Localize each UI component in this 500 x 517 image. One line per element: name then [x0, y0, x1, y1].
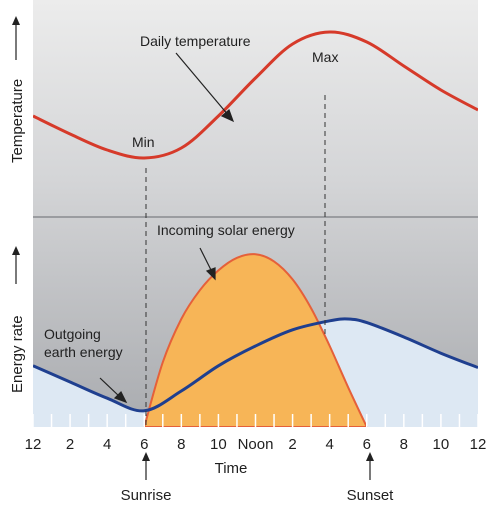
sunrise-arrow-head: [142, 452, 150, 461]
solar-leader: [199, 247, 213, 273]
outgoing-label-line1: Outgoing: [44, 326, 101, 342]
incoming-solar-energy-area: [143, 253, 368, 427]
x-tick-label: 8: [177, 436, 185, 453]
outgoing-leader-arrowhead: [113, 390, 128, 404]
sunrise-label: Sunrise: [121, 487, 172, 504]
solar-leader-arrowhead: [205, 267, 216, 281]
sunset-arrow-head: [366, 452, 374, 461]
y-axis-bottom: Energy rate: [9, 246, 26, 393]
daily-temperature-label: Daily temperature: [140, 33, 251, 49]
max-label: Max: [312, 49, 338, 65]
annotation-leaders: [99, 52, 235, 404]
x-tick-label: 4: [103, 436, 111, 453]
incoming-solar-energy-label: Incoming solar energy: [157, 222, 295, 238]
x-tick-labels: 12 2 4 6 8 10 Noon 2 4 6 8 10 12: [25, 436, 487, 453]
y-axis-arrow-top-head: [12, 16, 20, 25]
x-tick-label: Noon: [238, 436, 274, 453]
x-axis-title: Time: [215, 460, 248, 477]
y-axis-arrow-bottom-head: [12, 246, 20, 255]
sunset-label: Sunset: [347, 487, 395, 504]
outgoing-earth-energy-line: [33, 317, 478, 413]
y-axis-title-energy-rate: Energy rate: [9, 315, 26, 393]
sunrise-marker: Sunrise: [121, 452, 172, 504]
x-tick-marks: [32, 414, 479, 427]
x-tick-label: 12: [25, 436, 42, 453]
x-tick-label: 8: [400, 436, 408, 453]
min-label: Min: [132, 134, 155, 150]
outgoing-leader: [99, 377, 121, 398]
y-axis-top: Temperature: [9, 16, 26, 163]
x-tick-label: 2: [66, 436, 74, 453]
outgoing-label-line2: earth energy: [44, 344, 123, 360]
x-tick-label: 4: [326, 436, 334, 453]
x-tick-label: 12: [470, 436, 487, 453]
x-tick-label: 10: [210, 436, 227, 453]
x-tick-label: 10: [433, 436, 450, 453]
daily-temperature-line: [33, 30, 478, 160]
temp-leader-arrowhead: [220, 108, 235, 123]
x-tick-label: 6: [363, 436, 371, 453]
temp-leader: [175, 52, 230, 117]
y-axis-title-temperature: Temperature: [9, 79, 26, 163]
x-tick-label: 6: [140, 436, 148, 453]
x-tick-label: 2: [288, 436, 296, 453]
sunset-marker: Sunset: [347, 452, 395, 504]
